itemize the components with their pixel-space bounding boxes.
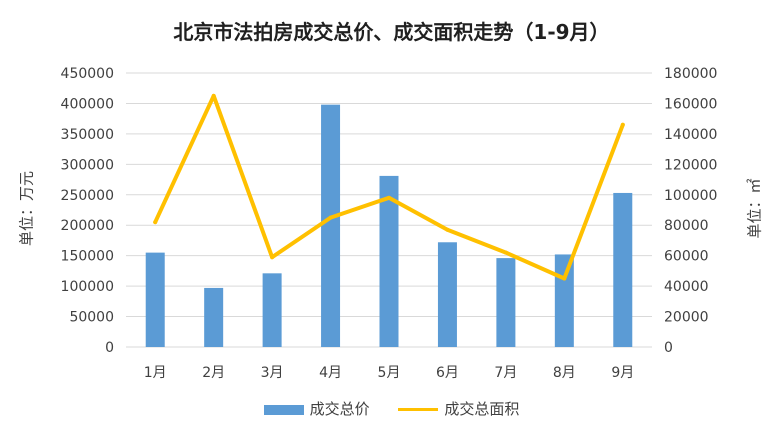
y-right-tick-label: 180000 (664, 66, 717, 82)
tick-labels: 0500001000001500002000002500003000003500… (61, 66, 718, 381)
y-left-tick-label: 0 (105, 340, 114, 356)
line-series (153, 93, 625, 281)
bar (379, 175, 399, 347)
bar (145, 252, 165, 347)
legend-label-line: 成交总面积 (444, 400, 520, 418)
x-tick-label: 2月 (202, 365, 225, 381)
chart-title: 北京市法拍房成交总价、成交面积走势（1-9月） (173, 20, 610, 44)
bar (554, 254, 574, 347)
y-left-tick-label: 350000 (61, 127, 114, 143)
line-point (445, 227, 450, 232)
y-left-tick-label: 250000 (61, 188, 114, 204)
y-right-tick-label: 140000 (664, 127, 717, 143)
x-tick-label: 7月 (494, 365, 517, 381)
y-left-tick-label: 300000 (61, 157, 114, 173)
legend-swatch-line (398, 408, 439, 411)
y-left-tick-label: 450000 (61, 66, 114, 82)
y-right-tick-label: 0 (664, 340, 673, 356)
line-point (153, 220, 158, 225)
y-right-tick-label: 20000 (664, 310, 709, 326)
y-left-tick-label: 150000 (61, 249, 114, 265)
line-point (503, 250, 508, 255)
x-tick-label: 8月 (553, 365, 576, 381)
y-right-tick-label: 40000 (664, 279, 709, 295)
line-point (270, 255, 275, 260)
line-point (328, 215, 333, 220)
x-tick-label: 1月 (144, 365, 167, 381)
legend-item-line: 成交总面积 (398, 398, 519, 419)
y-right-tick-label: 100000 (664, 188, 717, 204)
bar (262, 273, 282, 347)
y-left-tick-label: 50000 (69, 310, 114, 326)
line-point (387, 195, 391, 200)
legend-swatch-bars (263, 404, 304, 415)
y-right-tick-label: 60000 (664, 249, 709, 265)
y-left-tick-label: 400000 (61, 96, 114, 112)
line-point (211, 93, 216, 98)
x-tick-label: 9月 (611, 365, 634, 381)
x-tick-label: 5月 (378, 365, 401, 381)
x-tick-label: 6月 (436, 365, 459, 381)
line-point (620, 122, 625, 127)
line-point (562, 276, 567, 281)
x-tick-label: 4月 (319, 365, 342, 381)
bar (496, 258, 516, 347)
y-right-tick-label: 160000 (664, 96, 717, 112)
y-right-tick-label: 120000 (664, 157, 717, 173)
bar (437, 242, 457, 347)
legend-label-bars: 成交总价 (309, 400, 370, 418)
y-left-tick-label: 100000 (61, 279, 114, 295)
legend-item-bars: 成交总价 (263, 398, 370, 419)
legend: 成交总价 成交总面积 (0, 398, 783, 419)
bar (613, 192, 633, 347)
y-right-tick-label: 80000 (664, 218, 709, 234)
x-tick-label: 3月 (261, 365, 284, 381)
bar-series (145, 104, 633, 347)
bar (321, 104, 341, 347)
bar (204, 287, 224, 347)
y-left-tick-label: 200000 (61, 218, 114, 234)
